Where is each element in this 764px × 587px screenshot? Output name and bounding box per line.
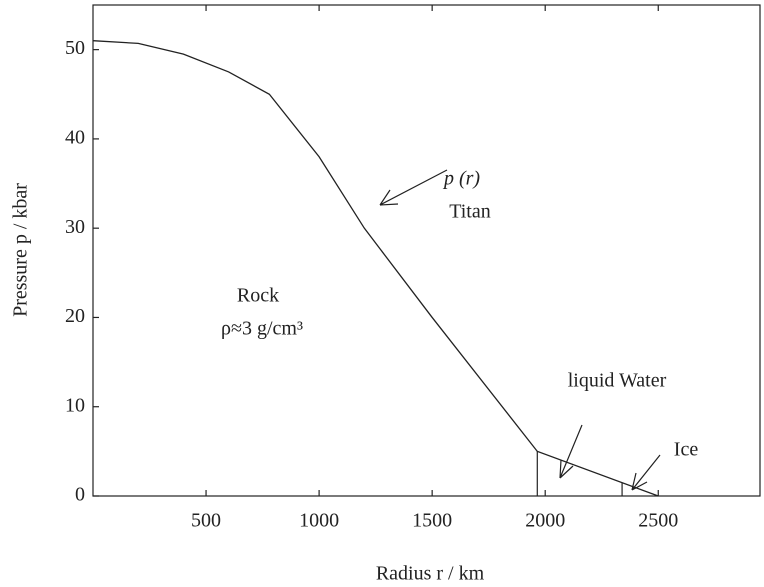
x-tick-label: 1000 bbox=[299, 510, 339, 532]
y-tick-label: 30 bbox=[65, 216, 85, 238]
arrow bbox=[379, 169, 448, 206]
y-tick-label: 0 bbox=[75, 484, 85, 506]
x-axis-label: Radius r / km bbox=[376, 563, 485, 585]
plot-frame bbox=[92, 4, 761, 497]
annotation: Titan bbox=[449, 201, 491, 223]
y-tick-label: 40 bbox=[65, 127, 85, 149]
annotation: liquid Water bbox=[568, 370, 667, 392]
arrows bbox=[379, 169, 661, 491]
y-tick-label: 10 bbox=[65, 394, 85, 416]
y-tick-label: 20 bbox=[65, 305, 85, 327]
arrow bbox=[559, 424, 583, 479]
y-axis-label: Pressure p / kbar bbox=[10, 183, 32, 317]
annotation: Rock bbox=[237, 285, 279, 307]
annotation: ρ≈3 g/cm³ bbox=[221, 318, 303, 340]
data-line bbox=[92, 40, 659, 497]
arrow bbox=[631, 454, 661, 491]
annotation: p (r) bbox=[442, 168, 480, 190]
x-tick-label: 1500 bbox=[412, 510, 452, 532]
x-tick-label: 2500 bbox=[638, 510, 678, 532]
x-tick-label: 500 bbox=[191, 510, 221, 532]
annotation: Ice bbox=[674, 439, 699, 461]
x-tick-label: 2000 bbox=[525, 510, 565, 532]
y-tick-label: 50 bbox=[65, 37, 85, 59]
